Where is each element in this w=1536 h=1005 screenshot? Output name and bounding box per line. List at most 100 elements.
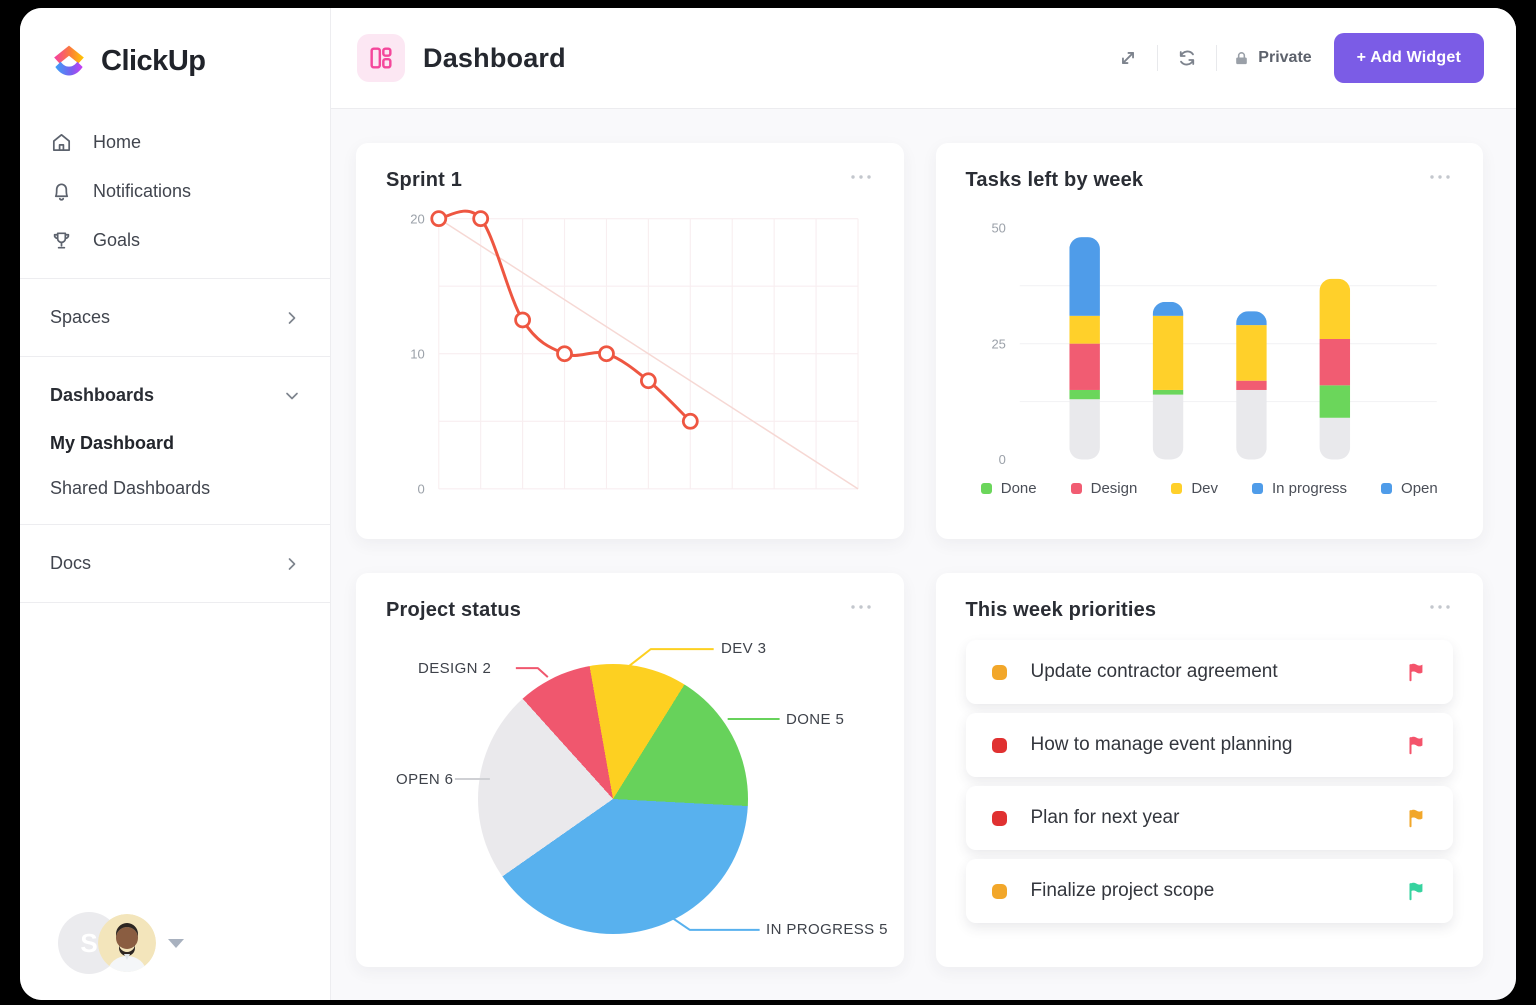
pie-slice-label-in-progress: IN PROGRESS 5: [766, 921, 888, 938]
widget-sprint: Sprint 1 20 10 0: [356, 143, 904, 539]
task-row[interactable]: Finalize project scope: [965, 859, 1453, 923]
pie-chart: [478, 664, 748, 934]
legend-label: Dev: [1191, 480, 1218, 497]
legend-item: In progress: [1252, 480, 1347, 497]
sidebar-item-label: Home: [93, 132, 142, 152]
widget-priorities: This week priorities Update contractor a…: [935, 573, 1483, 967]
task-label: Update contractor agreement: [1030, 661, 1278, 682]
chevron-right-icon: [288, 557, 296, 570]
ellipsis-icon: [850, 175, 871, 179]
expand-button[interactable]: [1115, 45, 1141, 71]
sidebar-section-label: Dashboards: [50, 385, 155, 405]
chart-legend: Done Design Dev In progress Open: [966, 480, 1454, 497]
widget-menu-button[interactable]: [1427, 169, 1453, 185]
sidebar-item-my-dashboard[interactable]: My Dashboard: [20, 421, 330, 466]
dashboard-icon: [357, 34, 405, 82]
widget-menu-button[interactable]: [848, 169, 874, 185]
sidebar-item-label: My Dashboard: [50, 433, 175, 453]
ellipsis-icon: [1430, 175, 1450, 179]
status-dot: [991, 664, 1007, 680]
expand-icon: [1122, 52, 1135, 64]
pie-slice-label-design: DESIGN 2: [418, 660, 492, 677]
task-label: Plan for next year: [1030, 807, 1180, 828]
sidebar-item-home[interactable]: Home: [20, 118, 330, 167]
clickup-logo-icon: [54, 45, 84, 76]
priority-flag-icon[interactable]: [1405, 661, 1427, 683]
legend-swatch: [980, 483, 992, 494]
legend-swatch: [1381, 483, 1393, 494]
priorities-list: Update contractor agreement How to manag…: [965, 640, 1453, 923]
divider: [1157, 45, 1159, 71]
priority-flag-icon[interactable]: [1405, 734, 1427, 756]
sidebar-item-spaces[interactable]: Spaces: [20, 292, 330, 343]
clickup-logo[interactable]: ClickUp: [50, 42, 330, 80]
sidebar-section-label: Spaces: [50, 307, 111, 327]
trophy-icon: [53, 232, 70, 249]
status-dot: [991, 737, 1007, 753]
ellipsis-icon: [1430, 605, 1450, 609]
priority-flag-icon[interactable]: [1405, 880, 1427, 902]
legend-swatch: [1171, 483, 1183, 494]
sidebar-item-goals[interactable]: Goals: [20, 216, 330, 265]
widget-menu-button[interactable]: [848, 599, 874, 615]
sidebar-item-notifications[interactable]: Notifications: [20, 167, 330, 216]
sidebar-item-dashboards[interactable]: Dashboards: [20, 370, 330, 421]
pie-slice-label-done: DONE 5: [786, 711, 845, 728]
widget-header: Sprint 1: [386, 169, 874, 192]
clickup-wordmark: ClickUp: [101, 44, 206, 77]
legend-item: Open: [1381, 480, 1438, 497]
lock-icon: [1236, 51, 1248, 64]
svg-text:25: 25: [991, 336, 1005, 351]
refresh-button[interactable]: [1174, 45, 1200, 71]
sidebar-item-label: Goals: [93, 230, 141, 250]
chevron-down-icon[interactable]: [168, 938, 184, 948]
widget-title: This week priorities: [965, 599, 1157, 621]
svg-text:50: 50: [991, 220, 1005, 235]
main-area: Dashboard: [331, 8, 1516, 1000]
task-row[interactable]: How to manage event planning: [965, 713, 1453, 777]
widgets-grid: Sprint 1 20 10 0 Tasks left by week 0 25 50 …: [331, 109, 1516, 1000]
sidebar-item-docs[interactable]: Docs: [20, 538, 330, 589]
legend-swatch: [1252, 483, 1263, 494]
legend-item: Dev: [1171, 480, 1218, 497]
widget-header: Project status: [386, 599, 874, 622]
widget-title: Tasks left by week: [965, 169, 1144, 191]
bell-icon: [54, 183, 69, 201]
sidebar-item-label: Notifications: [93, 181, 192, 201]
svg-text:0: 0: [418, 481, 425, 496]
legend-item: Design: [1070, 480, 1137, 497]
sidebar-divider: [20, 524, 330, 525]
sidebar-divider: [20, 602, 330, 603]
status-dot: [991, 810, 1007, 826]
widget-header: Tasks left by week: [966, 169, 1454, 192]
refresh-icon: [1180, 50, 1195, 66]
priority-flag-icon[interactable]: [1405, 807, 1427, 829]
stacked-bar-chart: 0 25 50: [991, 220, 1437, 467]
svg-text:0: 0: [998, 452, 1005, 467]
app-window: ClickUp Home Notifications Goals: [20, 8, 1516, 1000]
user-avatar-group[interactable]: S: [58, 912, 184, 974]
task-row[interactable]: Plan for next year: [965, 786, 1453, 850]
status-dot: [991, 883, 1007, 899]
header-actions: Private + Add Widget: [1115, 33, 1484, 83]
legend-label: In progress: [1272, 480, 1348, 497]
legend-label: Done: [1000, 480, 1037, 497]
svg-text:10: 10: [410, 346, 425, 361]
add-widget-button[interactable]: + Add Widget: [1333, 33, 1484, 83]
task-label: How to manage event planning: [1030, 734, 1293, 755]
avatar-photo[interactable]: [98, 914, 156, 972]
legend-label: Open: [1401, 480, 1438, 497]
sidebar-divider: [20, 356, 330, 357]
widget-menu-button[interactable]: [1427, 599, 1453, 615]
sidebar-divider: [20, 278, 330, 279]
ellipsis-icon: [850, 605, 871, 609]
home-icon: [52, 133, 71, 152]
sidebar-item-shared-dashboards[interactable]: Shared Dashboards: [20, 466, 330, 511]
task-row[interactable]: Update contractor agreement: [965, 640, 1453, 704]
chevron-right-icon: [288, 311, 296, 324]
privacy-toggle[interactable]: Private: [1233, 49, 1312, 67]
widget-title: Sprint 1: [386, 169, 463, 191]
task-label: Finalize project scope: [1030, 880, 1215, 901]
legend-swatch: [1070, 483, 1082, 494]
svg-text:20: 20: [410, 211, 425, 226]
